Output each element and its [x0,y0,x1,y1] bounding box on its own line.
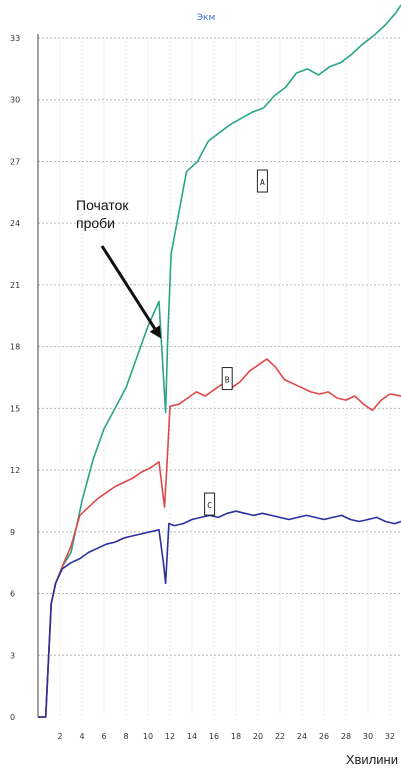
x-tick-label: 20 [253,732,263,741]
series-label: B [225,376,230,385]
series-line-b [38,358,401,718]
series-labels: A B C [204,169,268,516]
series-line-c [38,510,401,718]
x-axis-label: Хвилини [346,752,398,767]
series-label-box [221,367,233,391]
x-tick-label: 30 [363,732,373,741]
x-tick-label: 26 [319,732,329,741]
y-tick-label: 3 [10,651,15,660]
y-tick-label: 21 [10,281,20,290]
series-label-box [256,169,268,193]
y-tick-label: 18 [10,343,20,352]
x-tick-label: 32 [385,732,395,741]
series-group [38,4,401,718]
annotation-arrowhead [149,325,162,339]
series-label: A [260,178,265,187]
y-tick-label: 24 [10,219,20,228]
x-tick-label: 12 [165,732,175,741]
y-tick-label: 27 [10,157,20,166]
x-tick-label: 6 [101,732,106,741]
y-tick-label: 9 [10,528,15,537]
y-tick-label: 6 [10,590,15,599]
x-tick-label: 18 [231,732,241,741]
x-axis-ticks: 2 4 6 8 10 12 14 16 18 20 22 24 26 28 30 32 [57,732,395,741]
annotation-line-2: проби [76,215,115,231]
y-axis-ticks: 0 3 6 9 12 15 18 21 24 27 30 33 [10,34,20,722]
y-tick-label: 0 [10,713,15,722]
x-tick-label: 22 [275,732,285,741]
series-label: C [207,501,212,510]
y-tick-label: 15 [10,404,20,413]
annotation-arrow [100,245,157,330]
chart-title: Экм [197,13,216,23]
x-tick-label: 10 [143,732,153,741]
y-tick-label: 30 [10,96,20,105]
x-tick-label: 8 [123,732,128,741]
x-tick-label: 14 [187,732,197,741]
series-line-a [38,4,401,718]
y-tick-label: 33 [10,34,20,43]
series-label-box [204,492,216,516]
x-tick-label: 28 [341,732,351,741]
annotation-line-1: Початок [76,197,129,213]
y-tick-label: 12 [10,466,20,475]
grid-lines [38,37,401,717]
x-tick-label: 16 [209,732,219,741]
x-tick-label: 2 [57,732,62,741]
x-tick-label: 4 [79,732,84,741]
annotation: Початок проби [76,197,162,339]
x-tick-label: 24 [297,732,307,741]
